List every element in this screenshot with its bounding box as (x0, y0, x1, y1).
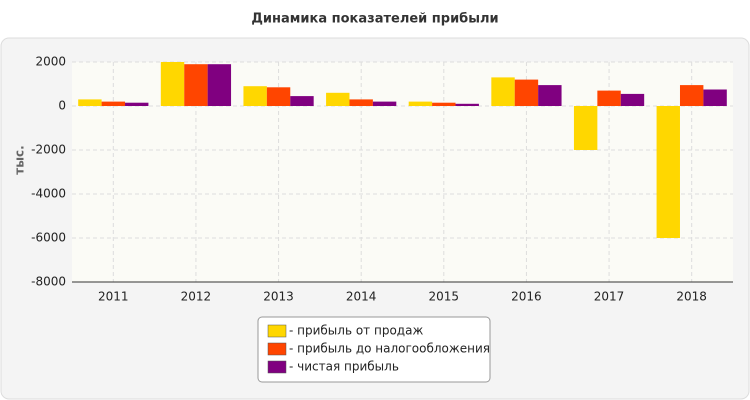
bar (656, 106, 680, 238)
bar (620, 93, 645, 106)
y-tick-label: -4000 (31, 187, 66, 201)
bar (160, 62, 185, 106)
bar (101, 101, 126, 106)
y-axis-label: тыс. (13, 145, 27, 174)
bar (679, 85, 704, 106)
bar (597, 90, 621, 106)
bar (207, 64, 232, 106)
bar (455, 103, 479, 106)
x-tick-label: 2011 (98, 290, 129, 304)
chart-title: Динамика показателей прибыли (251, 12, 498, 27)
bar (78, 99, 102, 106)
x-tick-label: 2018 (676, 290, 707, 304)
x-tick-label: 2015 (429, 290, 460, 304)
legend-label: - прибыль до налогообложения (289, 342, 490, 356)
bar (538, 85, 562, 106)
bar (349, 99, 373, 106)
bar (491, 77, 515, 106)
legend-label: - прибыль от продаж (289, 324, 423, 338)
x-tick-label: 2013 (263, 290, 294, 304)
legend-swatch (267, 324, 287, 338)
bar (703, 89, 727, 106)
y-tick-label: 2000 (35, 55, 66, 69)
y-tick-label: 0 (58, 99, 66, 113)
bar (573, 106, 598, 150)
y-tick-label: -8000 (31, 275, 66, 289)
bar (243, 86, 267, 106)
legend-label: - чистая прибыль (289, 360, 399, 374)
x-tick-label: 2016 (511, 290, 542, 304)
legend-swatch (267, 360, 287, 374)
bar (514, 79, 539, 106)
bar (372, 101, 397, 106)
bar (184, 64, 208, 106)
bar (125, 102, 149, 106)
x-tick-label: 2017 (594, 290, 625, 304)
bar (266, 87, 291, 106)
bar (408, 101, 433, 106)
x-tick-label: 2014 (346, 290, 377, 304)
bar (326, 92, 350, 106)
y-tick-label: -6000 (31, 231, 66, 245)
bar (432, 102, 456, 106)
x-tick-label: 2012 (181, 290, 212, 304)
y-tick-label: -2000 (31, 143, 66, 157)
bar (290, 96, 314, 106)
legend-swatch (267, 342, 287, 356)
legend (257, 316, 491, 383)
